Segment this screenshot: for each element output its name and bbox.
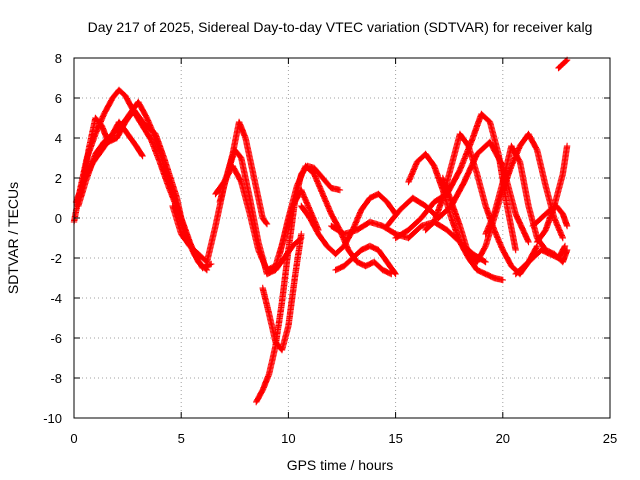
x-tick-label-1: 5 bbox=[178, 431, 185, 446]
series-arc-14 bbox=[405, 150, 506, 284]
series-arc-20 bbox=[512, 242, 569, 278]
plot-frame bbox=[73, 57, 611, 419]
y-tick-label-2: -6 bbox=[50, 331, 62, 346]
series-markers-13 bbox=[405, 150, 506, 284]
x-tick-label-3: 15 bbox=[388, 431, 402, 446]
series-arc-9 bbox=[259, 230, 305, 354]
data-layer bbox=[70, 56, 571, 406]
series-arc-22 bbox=[533, 142, 571, 246]
grid-layer bbox=[74, 58, 610, 418]
series-arc-8 bbox=[253, 162, 344, 406]
y-tick-label-5: 0 bbox=[55, 211, 62, 226]
y-axis-label: SDTVAR / TECUs bbox=[5, 182, 21, 294]
series-arc-19 bbox=[482, 142, 571, 266]
x-tick-label-5: 25 bbox=[603, 431, 617, 446]
series-markers-8 bbox=[259, 230, 305, 354]
y-tick-label-0: -10 bbox=[43, 411, 62, 426]
x-tick-label-0: 0 bbox=[70, 431, 77, 446]
series-markers-18 bbox=[482, 142, 571, 266]
y-tick-label-1: -8 bbox=[50, 371, 62, 386]
series-markers-22 bbox=[555, 56, 571, 72]
y-tick-label-3: -4 bbox=[50, 291, 62, 306]
y-tick-label-9: 8 bbox=[55, 51, 62, 66]
chart-title: Day 217 of 2025, Sidereal Day-to-day VTE… bbox=[88, 19, 593, 35]
series-markers-12 bbox=[332, 242, 399, 278]
series-markers-21 bbox=[533, 142, 571, 246]
series-markers-19 bbox=[512, 242, 569, 278]
series-markers-3 bbox=[77, 106, 189, 242]
y-tick-label-6: 2 bbox=[55, 171, 62, 186]
series-markers-7 bbox=[253, 162, 344, 406]
y-tick-label-8: 6 bbox=[55, 91, 62, 106]
y-tick-label-4: -2 bbox=[50, 251, 62, 266]
x-axis-label: GPS time / hours bbox=[287, 457, 394, 473]
tick-layer: 0 5 10 15 20 25 -10 -8 -6 -4 -2 0 2 4 6 8 bbox=[43, 51, 617, 446]
series-arc-4 bbox=[77, 106, 189, 242]
x-tick-label-4: 20 bbox=[496, 431, 510, 446]
x-tick-label-2: 10 bbox=[281, 431, 295, 446]
series-arc-23 bbox=[555, 56, 571, 72]
series-arc-13 bbox=[332, 242, 399, 278]
y-tick-label-7: 4 bbox=[55, 131, 62, 146]
